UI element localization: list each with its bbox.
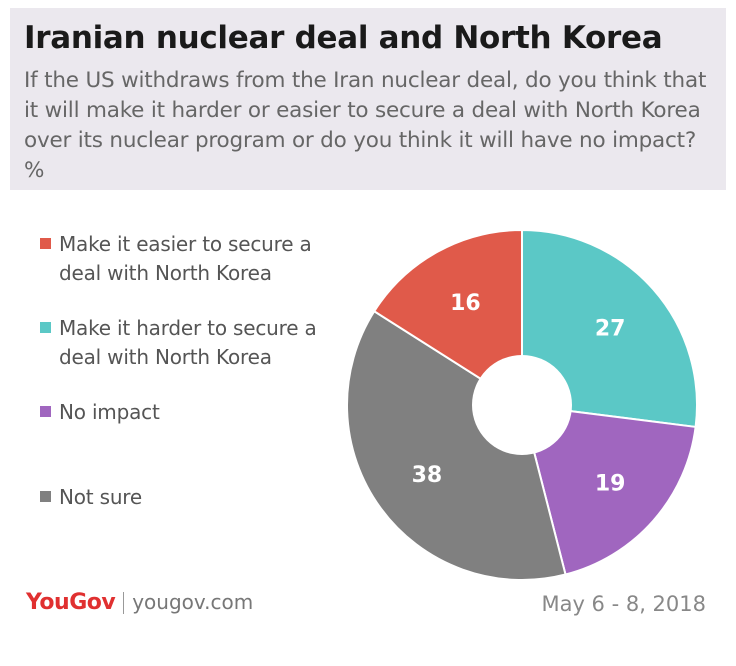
legend-swatch-harder xyxy=(40,322,51,333)
legend-label-not-sure: Not sure xyxy=(59,485,142,509)
slice-label-easier: 16 xyxy=(450,291,481,316)
chart-title: Iranian nuclear deal and North Korea xyxy=(24,20,663,56)
legend-label-no-impact: No impact xyxy=(59,400,160,424)
yougov-logo: YouGov xyxy=(26,590,116,615)
brand-url: yougov.com xyxy=(132,590,254,614)
survey-date: May 6 - 8, 2018 xyxy=(541,592,706,616)
legend-label-harder: Make it harder to secure a deal with Nor… xyxy=(59,316,317,369)
header-panel: Iranian nuclear deal and North Korea If … xyxy=(10,8,726,190)
donut-hole xyxy=(472,355,572,455)
legend-swatch-easier xyxy=(40,238,51,249)
legend-swatch-no-impact xyxy=(40,406,51,417)
slice-harder xyxy=(521,228,698,429)
legend-item-easier: Make it easier to secure a deal with Nor… xyxy=(40,230,339,288)
legend-item-harder: Make it harder to secure a deal with Nor… xyxy=(40,314,339,372)
slice-label-harder: 27 xyxy=(595,316,626,341)
slice-not-sure xyxy=(346,309,567,581)
brand: YouGov yougov.com xyxy=(26,590,253,615)
slice-label-not-sure: 38 xyxy=(412,463,443,488)
legend-label-easier: Make it easier to secure a deal with Nor… xyxy=(59,232,312,285)
legend-item-no-impact: No impact xyxy=(40,398,339,427)
slice-label-no-impact: 19 xyxy=(595,472,626,497)
chart-subtitle: If the US withdraws from the Iran nuclea… xyxy=(24,68,707,183)
legend-swatch-not-sure xyxy=(40,491,51,502)
slice-no-impact xyxy=(520,403,697,576)
brand-divider xyxy=(123,591,125,614)
legend-item-not-sure: Not sure xyxy=(40,483,339,512)
slice-easier xyxy=(372,228,523,407)
